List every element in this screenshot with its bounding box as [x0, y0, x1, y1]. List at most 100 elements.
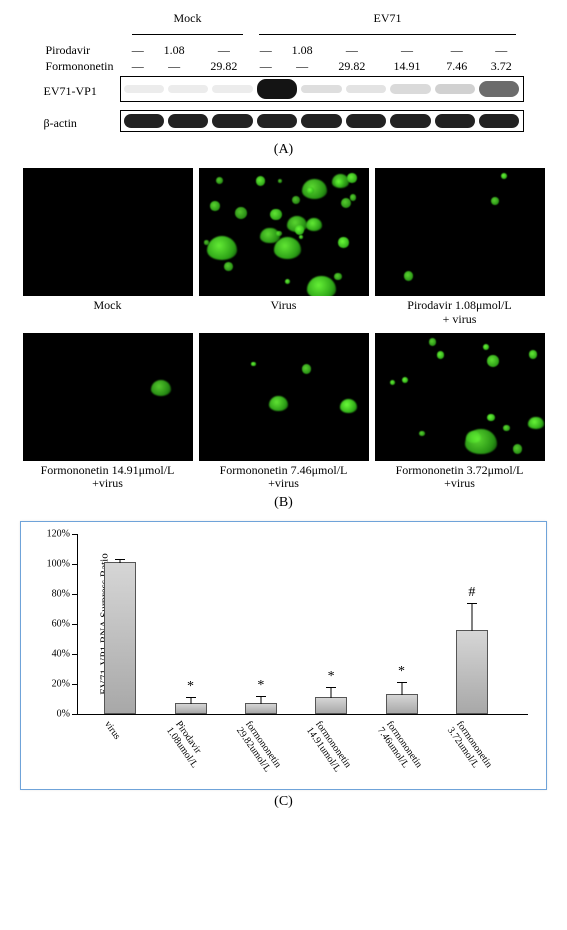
significance-marker: #	[457, 585, 487, 601]
actin-band-label: β-actin	[44, 116, 120, 131]
fluorescent-spot	[341, 198, 352, 209]
significance-marker: *	[246, 678, 276, 694]
fluorescent-spot	[269, 396, 288, 411]
fluorescent-spot	[429, 338, 437, 346]
fluorescent-spot	[224, 262, 233, 271]
fluorescent-spot	[270, 209, 281, 220]
fluorescence-cell: Formononetin 3.72μmol/L+virus	[375, 333, 545, 492]
panel-b: MockVirusPirodavir 1.08μmol/L+ virusForm…	[10, 168, 557, 511]
fluorescence-image	[23, 168, 193, 296]
fluorescence-image	[375, 333, 545, 461]
fluorescence-label: Formononetin 14.91μmol/L+virus	[23, 464, 193, 492]
fluorescent-spot	[295, 225, 305, 235]
bar: *	[175, 703, 207, 714]
x-tick-label: formononetin3.72umol/L	[445, 719, 494, 776]
panel-b-caption: (B)	[10, 495, 557, 511]
band	[479, 81, 519, 96]
x-tick-label: formononetin14.91umol/L	[304, 719, 353, 776]
y-tick-label: 80%	[44, 589, 70, 600]
fluorescent-spot	[390, 380, 395, 385]
band-actin	[346, 114, 386, 128]
fluorescence-image	[199, 333, 369, 461]
x-tick-label: Pirodavir1.08umol/L	[163, 719, 208, 770]
band-actin	[257, 114, 297, 128]
panel-a: Mock EV71 Pirodavir — 1.08 — — 1.08 — — …	[10, 10, 557, 158]
fluorescent-spot	[528, 417, 543, 429]
band	[301, 85, 341, 94]
significance-marker: *	[316, 669, 346, 685]
fluorescent-spot	[437, 351, 444, 358]
vp1-band-label: EV71-VP1	[44, 84, 120, 99]
band	[124, 85, 164, 93]
fluorescence-cell: Pirodavir 1.08μmol/L+ virus	[375, 168, 545, 327]
band-actin	[168, 114, 208, 128]
fluorescent-spot	[503, 425, 510, 432]
y-tick-label: 120%	[44, 529, 70, 540]
fluorescent-spot	[491, 197, 499, 205]
fluorescent-spot	[347, 173, 357, 183]
fluorescent-spot	[299, 235, 303, 239]
band	[390, 84, 430, 93]
fluorescence-cell: Formononetin 14.91μmol/L+virus	[23, 333, 193, 492]
y-tick-label: 40%	[44, 649, 70, 660]
bar: #	[456, 630, 488, 715]
fluorescent-spot	[338, 237, 348, 247]
bar	[104, 562, 136, 714]
fluorescent-spot	[402, 377, 408, 383]
fluorescence-image	[23, 333, 193, 461]
formononetin-rowlabel: Formononetin	[44, 58, 124, 74]
fluorescent-spot	[340, 399, 358, 413]
band-actin	[124, 114, 164, 128]
fluorescent-spot	[292, 196, 300, 204]
western-blot-header: Mock EV71 Pirodavir — 1.08 — — 1.08 — — …	[44, 10, 524, 74]
x-tick-label: formononetin29.82umol/L	[234, 719, 283, 776]
fluorescent-spot	[216, 177, 223, 184]
band	[168, 85, 208, 93]
fluorescent-spot	[251, 362, 256, 367]
fluorescence-label: Formononetin 3.72μmol/L+virus	[375, 464, 545, 492]
significance-marker: *	[387, 664, 417, 680]
chart-border: EV71-VP1 RNA Surpress Ratio 0%20%40%60%8…	[20, 521, 547, 790]
fluorescent-spot	[307, 276, 335, 296]
band	[212, 85, 252, 93]
band	[435, 84, 475, 94]
fluorescence-label: Mock	[23, 299, 193, 313]
fluorescent-spot	[465, 429, 497, 454]
fluorescent-spot	[207, 236, 237, 260]
bar: *	[386, 694, 418, 714]
fluorescent-spot	[487, 414, 495, 422]
bar: *	[245, 703, 277, 714]
panel-c: EV71-VP1 RNA Surpress Ratio 0%20%40%60%8…	[10, 521, 557, 810]
fluorescent-spot	[513, 444, 523, 454]
fluorescent-spot	[307, 187, 314, 194]
fluorescent-spot	[487, 355, 499, 367]
pirodavir-rowlabel: Pirodavir	[44, 42, 124, 58]
fluorescence-cell: Mock	[23, 168, 193, 327]
fluorescent-spot	[278, 179, 282, 183]
fluorescent-spot	[256, 176, 265, 185]
fluorescent-spot	[419, 431, 424, 436]
band-actin	[390, 114, 430, 128]
band-actin	[301, 114, 341, 128]
fluorescent-spot	[334, 273, 341, 280]
vp1-band-row	[120, 76, 524, 102]
x-tick-label: virus	[102, 719, 122, 742]
actin-band-row	[120, 110, 524, 132]
bar: *	[315, 697, 347, 714]
fluorescent-spot	[204, 240, 208, 244]
y-tick-label: 20%	[44, 679, 70, 690]
fluorescent-spot	[235, 207, 247, 219]
ev71-label: EV71	[251, 10, 523, 26]
fluorescent-spot	[501, 173, 507, 179]
significance-marker: *	[176, 679, 206, 695]
fluorescent-spot	[210, 201, 219, 210]
mock-label: Mock	[124, 10, 252, 26]
band-actin	[212, 114, 252, 128]
fluorescent-spot	[302, 364, 312, 374]
band	[257, 79, 297, 99]
y-tick-label: 100%	[44, 559, 70, 570]
fluorescent-spot	[276, 231, 281, 236]
y-tick-label: 0%	[44, 709, 70, 720]
fluorescence-label: Formononetin 7.46μmol/L+virus	[199, 464, 369, 492]
x-axis-labels: virus Pirodavir1.08umol/L formononetin29.8…	[77, 715, 528, 785]
